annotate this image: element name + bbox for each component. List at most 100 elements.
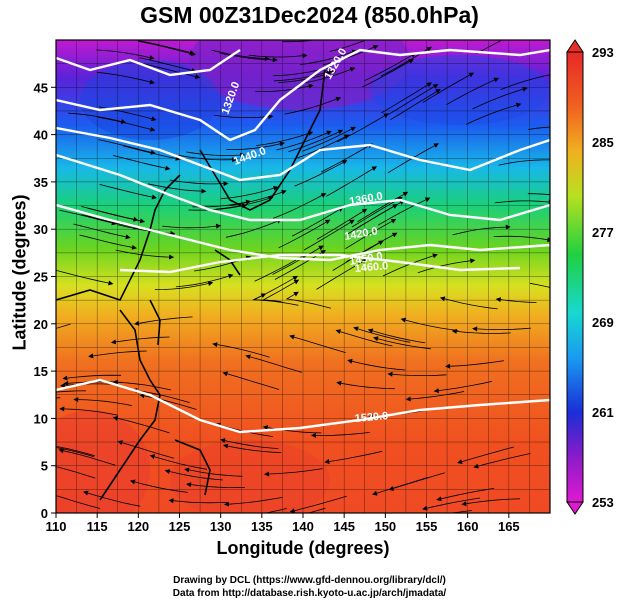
streamline: [225, 220, 278, 238]
streamline: [68, 112, 122, 122]
wind-arrow: [422, 505, 428, 511]
wind-arrow: [335, 329, 342, 335]
wind-arrow: [281, 189, 287, 195]
streamline: [78, 399, 132, 406]
streamline: [117, 418, 170, 434]
x-tick-label: 160: [457, 519, 479, 534]
wind-arrow: [130, 479, 136, 485]
wind-arrow: [149, 79, 155, 85]
streamline: [299, 51, 353, 65]
x-axis-ticks: 110 115 120 125 130 135 140 145 150 155 160 165: [46, 513, 520, 534]
wind-arrow: [292, 275, 299, 281]
streamline: [351, 199, 399, 228]
streamline: [291, 209, 340, 237]
streamline: [387, 86, 435, 116]
streamline: [190, 484, 245, 489]
wind-arrow: [27, 392, 32, 397]
map-plot-area: 1320.01320.01440.01360.01420.01450.01460…: [27, 27, 557, 514]
wind-arrow: [432, 253, 438, 259]
wind-arrow: [435, 89, 441, 94]
streamline: [228, 497, 283, 505]
wind-arrow: [383, 113, 389, 119]
streamline: [345, 220, 393, 250]
streamline: [134, 481, 188, 493]
streamline: [340, 331, 393, 347]
wind-arrow: [262, 425, 269, 431]
streamline: [295, 136, 346, 159]
wind-arrow: [378, 240, 384, 246]
streamline: [444, 298, 498, 310]
wind-arrow: [151, 194, 158, 200]
streamline: [321, 145, 369, 173]
wind-arrow: [63, 380, 69, 386]
streamline: [220, 187, 274, 200]
streamline: [284, 98, 337, 115]
streamline: [59, 209, 112, 224]
wind-arrow: [320, 193, 327, 198]
wind-arrow: [493, 77, 500, 83]
contour-label: 1420.0: [343, 225, 378, 243]
streamline: [493, 235, 548, 241]
wind-arrow: [387, 371, 393, 377]
streamline: [302, 128, 352, 152]
streamline: [316, 211, 364, 240]
streamline: [217, 344, 270, 358]
wind-arrow: [125, 234, 131, 240]
streamline: [316, 261, 363, 290]
y-tick-label: 45: [34, 80, 48, 95]
streamline: [117, 381, 172, 391]
streamline: [87, 492, 141, 507]
streamline: [99, 184, 153, 198]
colorbar: 293 285 277 269 261 253: [566, 39, 614, 515]
wind-arrow: [164, 469, 171, 474]
x-tick-label: 120: [127, 519, 149, 534]
streamline: [96, 71, 151, 83]
wind-arrow: [83, 490, 89, 496]
x-tick-label: 135: [251, 519, 273, 534]
streamline: [274, 252, 323, 280]
wind-arrow: [552, 72, 557, 77]
wind-arrow: [245, 199, 251, 205]
wind-arrow: [552, 157, 557, 162]
streamline: [56, 495, 101, 509]
wind-arrow: [439, 296, 446, 302]
wind-arrow: [310, 432, 316, 438]
wind-arrow: [293, 291, 299, 297]
wind-streamlines: [56, 40, 550, 513]
streamline: [56, 323, 71, 329]
wind-arrow: [361, 259, 368, 264]
streamline: [272, 247, 320, 275]
wind-arrow: [320, 250, 327, 255]
wind-arrow: [289, 334, 295, 340]
wind-arrow: [391, 232, 398, 238]
wind-arrow: [457, 459, 463, 465]
streamline: [219, 52, 273, 61]
streamline: [441, 488, 495, 500]
streamline: [387, 145, 435, 174]
wind-arrow: [120, 119, 127, 124]
streamline: [461, 446, 515, 462]
wind-arrow: [408, 58, 414, 64]
wind-arrow: [445, 363, 451, 369]
streamline: [147, 183, 202, 192]
wind-arrow: [149, 55, 155, 61]
wind-arrow: [227, 273, 234, 279]
wind-arrow: [112, 415, 119, 421]
streamline: [450, 510, 472, 513]
geopotential-contours: [56, 48, 550, 434]
streamline: [224, 440, 279, 449]
streamline: [294, 495, 347, 512]
credit-dcl: Drawing by DCL (https://www.gfd-dennou.o…: [173, 575, 446, 586]
streamline: [142, 63, 196, 77]
wind-arrow: [169, 254, 175, 260]
y-axis-label: Latitude (degrees): [9, 194, 30, 351]
streamline: [529, 282, 550, 288]
streamline: [268, 468, 323, 475]
wind-arrow: [223, 501, 230, 507]
wind-arrow: [201, 188, 207, 194]
streamline: [465, 104, 517, 125]
wind-arrow: [524, 27, 530, 32]
wind-arrow: [232, 157, 238, 163]
streamline: [226, 143, 281, 150]
